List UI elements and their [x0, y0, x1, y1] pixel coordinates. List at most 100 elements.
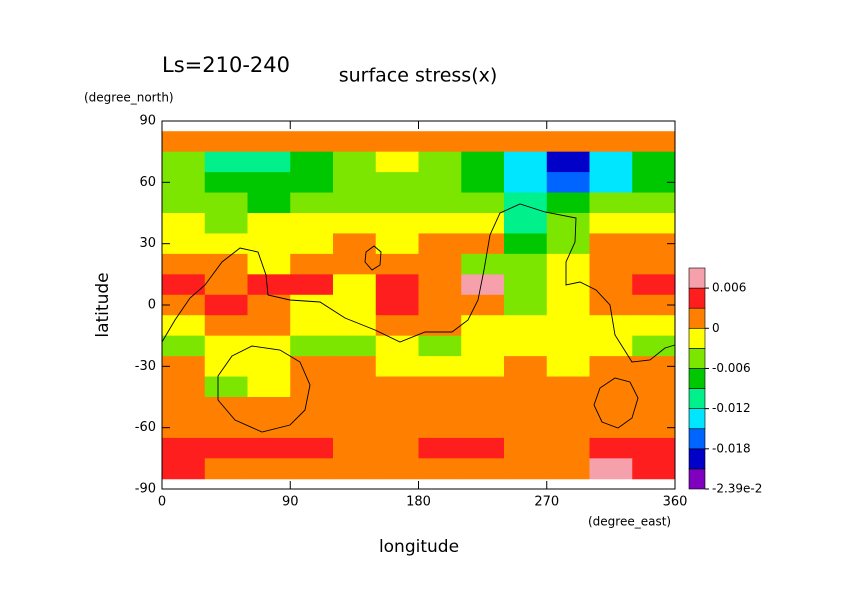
field-cell	[632, 172, 676, 194]
field-cell	[204, 151, 248, 173]
colorbar-box	[688, 388, 706, 409]
y-tick-label: 90	[139, 114, 156, 129]
field-cell	[504, 294, 548, 316]
field-cell	[418, 274, 462, 296]
field-cell	[375, 458, 419, 480]
field-cell	[461, 376, 505, 398]
field-cell	[546, 437, 590, 459]
field-cell	[546, 397, 590, 418]
field-cell	[375, 417, 419, 439]
field-cell	[418, 397, 462, 418]
field-cell	[632, 233, 676, 255]
field-cell	[204, 437, 248, 459]
colorbar-box	[688, 408, 706, 430]
field-cell	[589, 213, 633, 234]
field-cell	[632, 315, 676, 337]
field	[162, 131, 676, 480]
field-cell	[247, 192, 291, 214]
field-cell	[162, 315, 206, 337]
field-cell	[247, 458, 291, 480]
field-cell	[589, 294, 633, 316]
field-cell	[589, 151, 633, 173]
field-cell	[290, 417, 334, 439]
field-cell	[504, 335, 548, 357]
field-cell	[418, 172, 462, 194]
field-cell	[162, 213, 206, 234]
field-cell	[589, 397, 633, 418]
colorbar-box	[688, 287, 706, 309]
field-cell	[546, 192, 590, 214]
field-cell	[504, 397, 548, 418]
field-cell	[162, 274, 206, 296]
field-cell	[247, 151, 291, 173]
field-cell	[333, 233, 377, 255]
field-cell	[589, 335, 633, 357]
field-cell	[461, 437, 505, 459]
field-cell	[589, 233, 633, 255]
field-cell	[204, 213, 248, 234]
field-cell	[589, 192, 633, 214]
field-cell	[418, 151, 462, 173]
field-cell	[418, 458, 462, 480]
field-cell	[204, 172, 248, 194]
field-cell	[504, 213, 548, 234]
y-tick-label: -60	[135, 420, 156, 435]
coastlines	[161, 203, 676, 433]
y-units: (degree_north)	[84, 91, 174, 105]
field-cell	[632, 192, 676, 214]
colorbar-box	[688, 428, 706, 450]
field-cell	[375, 274, 419, 296]
field-cell	[589, 131, 633, 153]
field-cell	[204, 192, 248, 214]
field-cell	[375, 294, 419, 316]
field-cell	[162, 233, 206, 255]
colorbar-label: -2.39e-2	[712, 482, 762, 496]
field-cell	[204, 356, 248, 378]
field-cell	[504, 192, 548, 214]
field-cell	[632, 376, 676, 398]
field-cell	[290, 274, 334, 296]
field-cell	[418, 356, 462, 378]
x-tick-label: 90	[282, 495, 299, 510]
field-cell	[333, 437, 377, 459]
field-cell	[546, 131, 590, 153]
field-cell	[418, 233, 462, 255]
y-tick-label: -30	[135, 359, 156, 374]
field-cell	[247, 294, 291, 316]
colorbar-box	[688, 327, 706, 349]
field-cell	[333, 213, 377, 234]
field-cell	[290, 376, 334, 398]
colorbar-box	[688, 368, 706, 389]
colorbar: -2.39e-2 -0.018 -0.012 -0.006 0 0.006	[688, 267, 762, 496]
field-cell	[204, 294, 248, 316]
field-cell	[546, 172, 590, 194]
x-tick-label: 360	[663, 495, 688, 510]
field-cell	[204, 233, 248, 255]
field-cell	[504, 315, 548, 337]
field-cell	[589, 172, 633, 194]
field-cell	[589, 315, 633, 337]
field-cell	[546, 233, 590, 255]
field-cell	[504, 417, 548, 439]
field-cell	[504, 274, 548, 296]
colorbar-box	[688, 448, 706, 470]
field-cell	[632, 437, 676, 459]
x-tick-label: 180	[406, 495, 431, 510]
field-cell	[418, 253, 462, 275]
field-cell	[162, 356, 206, 378]
field-cell	[632, 213, 676, 234]
field-cell	[333, 417, 377, 439]
coastline	[161, 203, 676, 363]
chart-subtitle: Ls=210-240	[162, 53, 290, 77]
field-cell	[632, 335, 676, 357]
field-cell	[589, 253, 633, 275]
y-tick-label: 60	[139, 175, 156, 190]
field-cell	[290, 213, 334, 234]
colorbar-label: -0.018	[712, 441, 751, 455]
field-cell	[461, 356, 505, 378]
x-tick-label: 0	[158, 495, 166, 510]
field-cell	[247, 233, 291, 255]
field-cell	[290, 151, 334, 173]
field-cell	[504, 131, 548, 153]
field-cell	[333, 356, 377, 378]
